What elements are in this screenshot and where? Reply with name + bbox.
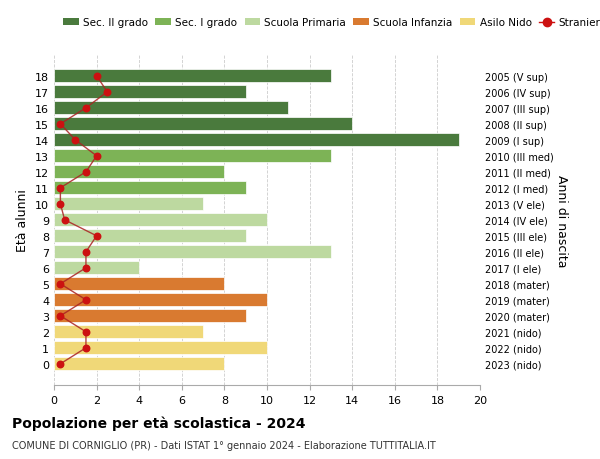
Point (56, 360, 65, 368)
Bar (54, 182, 246, 195)
Bar (54, 150, 331, 163)
Bar (54, 294, 267, 307)
Point (56, 313, 65, 320)
Point (92, 153, 101, 160)
Point (81, 297, 91, 304)
Point (81, 264, 91, 272)
Point (71, 137, 80, 144)
Point (81, 344, 91, 352)
Bar (54, 309, 246, 323)
Bar (54, 86, 246, 99)
Bar (54, 134, 459, 147)
Point (81, 249, 91, 256)
Point (81, 169, 91, 176)
Point (60, 217, 70, 224)
Point (56, 280, 65, 288)
Point (56, 185, 65, 192)
Bar (54, 246, 331, 259)
Point (103, 89, 112, 96)
Bar (54, 358, 224, 370)
Point (92, 73, 101, 80)
Bar (54, 262, 139, 275)
Y-axis label: Anni di nascita: Anni di nascita (554, 174, 568, 267)
Bar (54, 198, 203, 211)
Bar (54, 118, 352, 131)
Bar (54, 102, 289, 115)
Legend: Sec. II grado, Sec. I grado, Scuola Primaria, Scuola Infanzia, Asilo Nido, Stran: Sec. II grado, Sec. I grado, Scuola Prim… (59, 14, 600, 32)
Point (81, 328, 91, 336)
Bar (54, 325, 203, 339)
Bar (54, 166, 224, 179)
Bar (54, 341, 267, 354)
Point (92, 233, 101, 240)
Bar (54, 230, 246, 243)
Text: COMUNE DI CORNIGLIO (PR) - Dati ISTAT 1° gennaio 2024 - Elaborazione TUTTITALIA.: COMUNE DI CORNIGLIO (PR) - Dati ISTAT 1°… (12, 440, 436, 450)
Bar (54, 278, 224, 291)
Text: Popolazione per età scolastica - 2024: Popolazione per età scolastica - 2024 (12, 415, 305, 430)
Point (56, 121, 65, 128)
Point (56, 201, 65, 208)
Point (81, 105, 91, 112)
Y-axis label: Età alunni: Età alunni (16, 189, 29, 252)
Bar (54, 214, 267, 227)
Bar (54, 70, 331, 83)
